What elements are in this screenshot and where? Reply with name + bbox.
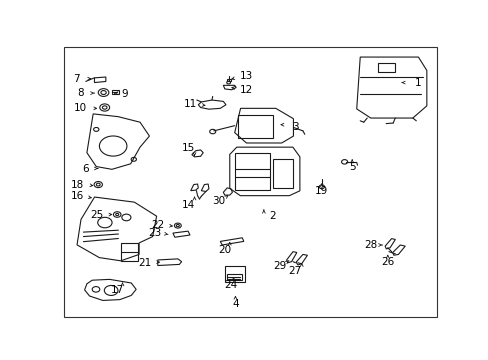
Bar <box>121 243 138 261</box>
Text: 15: 15 <box>181 143 194 153</box>
Text: 17: 17 <box>110 285 123 296</box>
Text: 20: 20 <box>218 245 231 255</box>
Bar <box>112 90 119 94</box>
Text: 21: 21 <box>139 258 152 268</box>
Text: 25: 25 <box>90 210 103 220</box>
Text: 22: 22 <box>151 220 164 230</box>
Bar <box>235 153 270 190</box>
Text: 18: 18 <box>70 180 83 190</box>
Bar <box>273 159 292 188</box>
Text: 30: 30 <box>211 195 224 206</box>
Text: 24: 24 <box>224 280 237 290</box>
Text: 28: 28 <box>364 240 377 250</box>
Text: 8: 8 <box>77 88 83 98</box>
Text: 27: 27 <box>288 266 301 276</box>
Text: 3: 3 <box>291 122 298 132</box>
Text: 19: 19 <box>315 186 328 196</box>
Bar <box>226 274 242 280</box>
Text: 26: 26 <box>381 257 394 267</box>
Text: 13: 13 <box>240 71 253 81</box>
Text: 2: 2 <box>269 211 275 221</box>
Text: 6: 6 <box>82 164 89 174</box>
Text: 16: 16 <box>70 191 83 201</box>
Text: 14: 14 <box>181 199 194 210</box>
Text: 9: 9 <box>121 89 128 99</box>
Text: 4: 4 <box>232 299 238 309</box>
Text: 10: 10 <box>73 103 86 113</box>
Text: 11: 11 <box>184 99 197 109</box>
Bar <box>226 79 230 81</box>
Bar <box>237 115 272 138</box>
Text: 5: 5 <box>348 162 355 172</box>
Bar <box>377 63 394 72</box>
Text: 7: 7 <box>73 74 80 84</box>
Text: 23: 23 <box>148 228 162 238</box>
Bar <box>224 266 244 282</box>
Text: 1: 1 <box>414 77 421 87</box>
Text: 12: 12 <box>240 85 253 95</box>
Text: 29: 29 <box>273 261 286 270</box>
